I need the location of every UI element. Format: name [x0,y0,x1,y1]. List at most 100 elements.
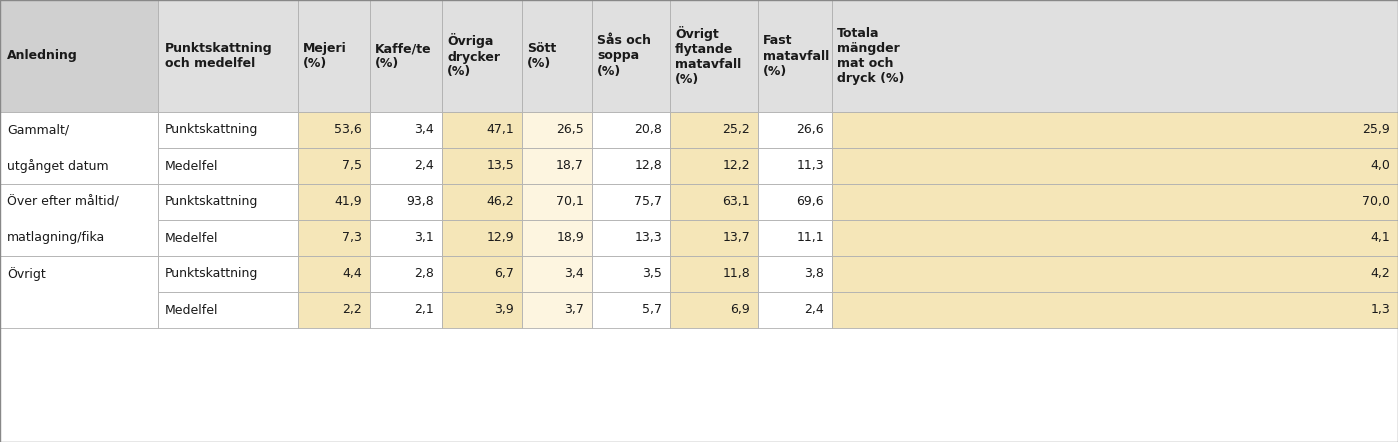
Bar [442,0,521,112]
Bar [521,184,591,220]
Bar [832,184,1398,220]
Bar [670,292,758,328]
Text: Övrigt
flytande
matavfall
(%): Övrigt flytande matavfall (%) [675,26,741,86]
Bar [158,184,298,220]
Bar [591,0,670,112]
Bar [591,184,670,220]
Text: Kaffe/te
(%): Kaffe/te (%) [375,42,432,70]
Text: 11,1: 11,1 [797,232,823,244]
Bar [670,220,758,256]
Text: 5,7: 5,7 [642,304,663,316]
Bar [591,256,670,292]
Text: 13,7: 13,7 [723,232,749,244]
Bar [370,292,442,328]
Bar [158,0,298,112]
Text: 3,4: 3,4 [565,267,584,281]
Bar [832,112,1398,148]
Bar [670,112,758,148]
Text: 2,4: 2,4 [804,304,823,316]
Text: Sött
(%): Sött (%) [527,42,556,70]
Bar [758,184,832,220]
Bar [832,220,1398,256]
Text: 26,6: 26,6 [797,123,823,137]
Text: 46,2: 46,2 [487,195,514,209]
Text: 3,9: 3,9 [495,304,514,316]
Bar [370,220,442,256]
Text: 2,2: 2,2 [343,304,362,316]
Text: Medelfel: Medelfel [165,232,218,244]
Text: Medelfel: Medelfel [165,304,218,316]
Bar [591,112,670,148]
Bar [298,148,370,184]
Bar [521,112,591,148]
Bar [370,148,442,184]
Bar [442,256,521,292]
Bar [591,220,670,256]
Text: 12,8: 12,8 [635,160,663,172]
Bar [521,220,591,256]
Bar [442,292,521,328]
Bar [0,0,158,112]
Bar [158,148,298,184]
Bar [370,0,442,112]
Text: 53,6: 53,6 [334,123,362,137]
Text: Fast
matavfall
(%): Fast matavfall (%) [763,34,829,77]
Text: 3,1: 3,1 [414,232,433,244]
Text: 63,1: 63,1 [723,195,749,209]
Bar [758,148,832,184]
Text: Anledning: Anledning [7,50,78,62]
Text: 4,0: 4,0 [1370,160,1390,172]
Text: 93,8: 93,8 [407,195,433,209]
Text: 18,7: 18,7 [556,160,584,172]
Text: 26,5: 26,5 [556,123,584,137]
Bar [298,112,370,148]
Text: 11,3: 11,3 [797,160,823,172]
Bar [370,184,442,220]
Bar [832,0,1398,112]
Text: 20,8: 20,8 [635,123,663,137]
Text: 3,7: 3,7 [565,304,584,316]
Bar [370,256,442,292]
Text: 12,2: 12,2 [723,160,749,172]
Text: Punktskattning: Punktskattning [165,195,259,209]
Bar [758,112,832,148]
Text: Punktskattning: Punktskattning [165,267,259,281]
Bar [442,184,521,220]
Text: 25,2: 25,2 [723,123,749,137]
Text: 75,7: 75,7 [635,195,663,209]
Bar [521,256,591,292]
Text: 18,9: 18,9 [556,232,584,244]
Text: 6,9: 6,9 [730,304,749,316]
Bar [0,112,158,184]
Text: 69,6: 69,6 [797,195,823,209]
Bar [591,148,670,184]
Text: 4,2: 4,2 [1370,267,1390,281]
Text: 1,3: 1,3 [1370,304,1390,316]
Bar [158,292,298,328]
Bar [758,0,832,112]
Bar [370,112,442,148]
Text: Mejeri
(%): Mejeri (%) [303,42,347,70]
Bar [670,0,758,112]
Bar [0,184,158,256]
Text: 7,3: 7,3 [343,232,362,244]
Bar [521,0,591,112]
Text: Gammalt/: Gammalt/ [7,123,69,137]
Bar [442,112,521,148]
Bar [298,220,370,256]
Bar [158,112,298,148]
Bar [298,292,370,328]
Text: Punktskattning
och medelfel: Punktskattning och medelfel [165,42,273,70]
Text: 13,3: 13,3 [635,232,663,244]
Bar [521,148,591,184]
Text: 41,9: 41,9 [334,195,362,209]
Text: utgånget datum: utgånget datum [7,159,109,173]
Text: 4,1: 4,1 [1370,232,1390,244]
Bar [158,220,298,256]
Text: Sås och
soppa
(%): Sås och soppa (%) [597,34,651,77]
Bar [442,148,521,184]
Text: 70,1: 70,1 [556,195,584,209]
Bar [758,256,832,292]
Text: Punktskattning: Punktskattning [165,123,259,137]
Bar [832,292,1398,328]
